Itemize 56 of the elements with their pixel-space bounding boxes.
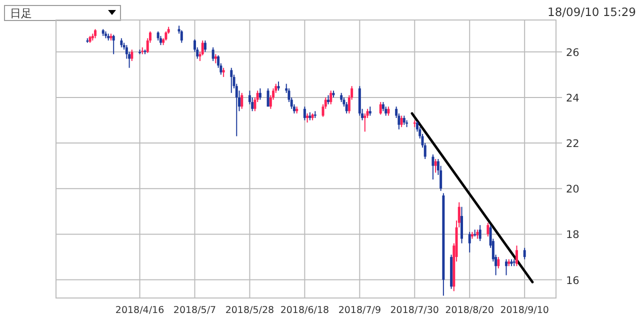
candlestick [164, 30, 168, 42]
y-tick-label: 16 [566, 274, 580, 287]
y-tick-label: 20 [566, 184, 580, 196]
candlestick [523, 247, 526, 260]
candlestick [364, 112, 366, 132]
candlestick [460, 206, 464, 244]
candlestick [468, 231, 471, 253]
candlestick [180, 30, 183, 44]
x-tick-label: 2018/6/18 [280, 305, 330, 316]
candlestick [384, 106, 388, 116]
candlestick [478, 224, 482, 242]
candlestick [240, 92, 244, 110]
candlestick [258, 88, 262, 100]
candlestick [379, 102, 382, 116]
candlestick [222, 67, 225, 78]
candlestick [432, 154, 434, 180]
candlestick [497, 256, 500, 269]
candlestick [94, 28, 97, 39]
candlestick [120, 38, 123, 48]
y-tick-label: 22 [566, 138, 580, 150]
candlestick [402, 115, 406, 126]
candlestick [368, 106, 372, 116]
y-tick-label: 18 [566, 229, 580, 242]
x-tick-label: 2018/7/9 [338, 305, 381, 316]
candlestick [382, 102, 384, 112]
candlestick [515, 245, 518, 267]
candlestick [486, 222, 490, 237]
text: 18/09/10 15:29 [548, 5, 636, 19]
candlestick [112, 34, 115, 55]
x-tick-label: 2018/5/28 [225, 305, 274, 316]
candlestick [345, 102, 348, 114]
candlestick [330, 90, 332, 105]
candlestick [476, 229, 479, 240]
candlestick [505, 258, 508, 276]
candlestick [130, 49, 134, 62]
candlestick [340, 92, 343, 103]
candlestick [156, 30, 160, 42]
candlestick [387, 106, 390, 116]
x-tick-label: 2018/9/10 [500, 305, 549, 316]
candlestick [204, 40, 206, 52]
candlestick [159, 35, 162, 46]
x-tick-label: 2018/7/30 [390, 305, 439, 316]
candlestick [230, 67, 233, 94]
candlestick [434, 158, 437, 174]
candlestick [266, 88, 270, 108]
select-box: 日足 [4, 5, 121, 21]
y-tick-label: 24 [566, 92, 580, 104]
x-tick-label: 2018/5/7 [173, 305, 216, 316]
candlestick [400, 115, 403, 128]
x-tick-label: 2018/8/20 [445, 305, 494, 316]
candlestick [303, 106, 306, 121]
candlestick [212, 46, 214, 62]
y-tick-label: 26 [566, 46, 580, 59]
candlestick [277, 81, 280, 92]
candlestick [306, 112, 309, 124]
x-tick-label: 2018/4/16 [115, 305, 164, 316]
